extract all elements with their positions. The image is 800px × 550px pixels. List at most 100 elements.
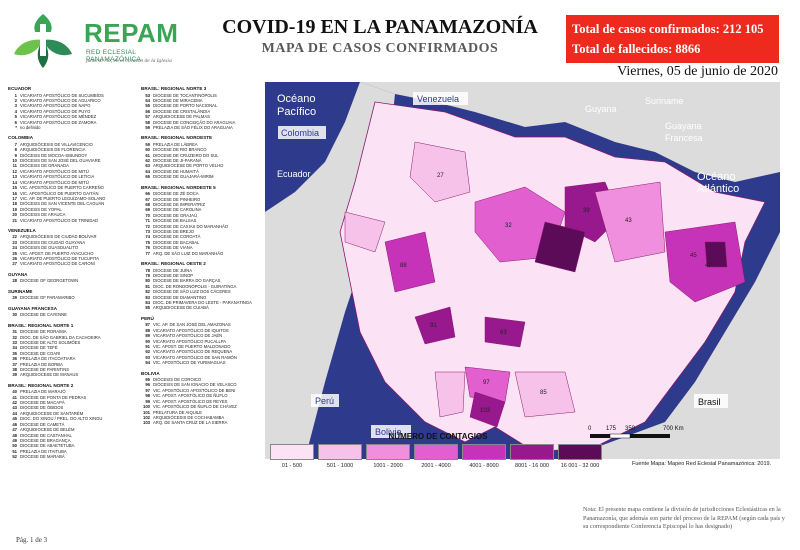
jurisdiction-item: 37 PRELAZIA DE BORBA: [8, 362, 138, 367]
jurisdiction-item: 41 DIOCESE DE PONTA DE PEDRAS: [8, 395, 138, 400]
jurisdiction-name: DIOCESE DE VIANA: [153, 245, 193, 251]
region-number: 103: [480, 408, 491, 414]
jurisdiction-name: VICARIATO APOSTÓLICO DE REQUENA: [153, 349, 233, 355]
label-bg: [311, 394, 339, 407]
jurisdiction-item: 36 PRELAZIA DE ITACOATIARA: [8, 356, 138, 361]
region-mato-grosso: [514, 371, 576, 418]
jurisdiction-name: DIÓCESIS DE SAN IGNACIO DE VELASCO: [153, 382, 237, 388]
jurisdiction-number: 12: [12, 168, 17, 174]
jurisdiction-number: 102: [143, 414, 150, 420]
jurisdiction-item: 76 DIOCESE DE VIANA: [141, 245, 271, 250]
jurisdiction-number: 9: [14, 152, 17, 158]
jurisdiction-number: 56: [145, 108, 150, 114]
repam-logo: REPAM RED ECLESIAL PANAMAZÓNICA junto al…: [8, 10, 183, 70]
repam-leaf-cross-icon: [14, 14, 72, 68]
jurisdiction-name: DIOCESE DE TOCANTINÓPOLIS: [153, 92, 217, 98]
jurisdiction-number: 3: [14, 103, 17, 109]
region-number: 85: [540, 390, 547, 396]
legend-swatch-label: 501 - 1000: [326, 463, 354, 469]
jurisdiction-name: VICARIATO APOSTÓLICO DE IQUITOS: [153, 327, 229, 333]
jurisdiction-name: DIÓCESIS DE SAN JOSÉ DEL GUAVIARE: [20, 158, 101, 164]
jurisdiction-name: DIOCESE DE COROATÁ: [153, 234, 201, 240]
jurisdiction-group-title: BRASIL: REGIONAL NORTE 1: [8, 322, 74, 328]
jurisdiction-name: DIOCESE DE BACABAL: [153, 239, 200, 245]
label-pacific-1: Océano: [277, 93, 316, 105]
jurisdiction-number: 60: [145, 147, 150, 153]
jurisdiction-number: *: [15, 124, 17, 130]
jurisdiction-name: DIOCESE DE JUÍNA: [153, 267, 193, 273]
jurisdiction-name: ARQ. DE SANTA CRUZ DE LA SIERRA: [153, 420, 228, 426]
jurisdiction-number: 65: [145, 174, 150, 180]
jurisdiction-item: 16 VIC. APOSTÓLICO DE PUERTO GAITÁN: [8, 191, 138, 196]
label-venezuela: Venezuela: [417, 94, 459, 104]
jurisdiction-name: DIOCESE DE CAMETÁ: [20, 421, 65, 427]
region-number: 45: [690, 253, 697, 259]
jurisdiction-number: 40: [12, 389, 17, 395]
jurisdiction-name: DIOCESE DE RORAIMA: [20, 329, 67, 335]
jurisdiction-name: ARQUIDIOCESE DE PORTO VELHO: [153, 163, 224, 169]
jurisdiction-item: 45 DIOC. DO XINGU / PREL. DO ALTO XINGU: [8, 416, 138, 421]
jurisdiction-name: ARQUIDIÓCESIS DE FLORENCIA: [20, 147, 86, 153]
jurisdiction-item: 55 DIOCESE DE PORTO NACIONAL: [141, 103, 271, 108]
report-date: Viernes, 05 de junio de 2020: [617, 64, 778, 79]
jurisdiction-item: 12 VICARIATO APOSTÓLICO DE MITÚ: [8, 169, 138, 174]
jurisdiction-number: 49: [12, 437, 17, 443]
jurisdiction-number: 32: [12, 334, 17, 340]
jurisdiction-item: 61 DIOCESE DE CRUZEIRO DO SUL: [141, 153, 271, 158]
jurisdiction-number: 36: [12, 356, 17, 362]
jurisdiction-number: 25: [12, 250, 17, 256]
jurisdiction-item: 71 DIOCESE DE BALSAS: [141, 218, 271, 223]
jurisdiction-name: VIC. APOSTÓLICO DE PUERTO GAITÁN: [20, 190, 99, 196]
jurisdiction-item: 101 PRELATURA DE AIQUILE: [141, 410, 271, 415]
jurisdiction-name: DIOCESE DE SINOP: [153, 272, 194, 278]
jurisdiction-name: VIC. APOSTÓLICO DE PUERTO CARREÑO: [20, 185, 104, 191]
jurisdiction-item: 91 VIC. APOST. DE PUERTO MALDONADO: [141, 344, 271, 349]
jurisdiction-name: PRELAZIA DE SÃO FÉLIX DO ARAGUAIA: [153, 124, 233, 130]
jurisdiction-number: 4: [14, 108, 17, 114]
jurisdiction-item: 28 DIOCESE OF GEORGETOWN: [8, 278, 138, 283]
jurisdiction-number: 84: [145, 300, 150, 305]
jurisdiction-item: 14 VICARIATO APOSTÓLICO DE MITÚ: [8, 180, 138, 185]
jurisdiction-name: DIOCESE DE PORTO NACIONAL: [153, 103, 218, 109]
jurisdiction-name: DIOC. DE RONDONÓPOLIS - GUIRATINGA: [153, 283, 237, 289]
jurisdiction-name: PRELAZIA DE ITACOATIARA: [20, 356, 76, 362]
jurisdiction-name: DIOCESE DE SÃO LUIZ DOS CÁCERES: [153, 289, 231, 295]
jurisdiction-number: 18: [12, 201, 17, 207]
jurisdiction-number: 7: [14, 141, 17, 147]
jurisdiction-item: 74 DIOCESE DE COROATÁ: [141, 234, 271, 239]
jurisdiction-number: 23: [12, 239, 17, 245]
label-bg: [371, 425, 411, 438]
jurisdiction-item: 99 VIC. APOST. APOSTÓLICO DE REYES: [141, 399, 271, 404]
jurisdiction-item: 84 DIOC. DE PRIMAVERA DO LESTE - PARANATI…: [141, 300, 271, 305]
jurisdiction-group-title: BRASIL: REGIONAL NORTE 2: [8, 382, 74, 388]
jurisdiction-name: DIOCESE DE IMPERATRIZ: [153, 202, 206, 207]
jurisdiction-name: DIOCESE OF PARAMARIBO: [20, 295, 75, 301]
jurisdiction-item: 21 VICARIATO APOSTÓLICO DE TRINIDAD: [8, 218, 138, 223]
jurisdiction-item: 27 VICARIATO APOSTÓLICO DE CARONÍ: [8, 261, 138, 266]
jurisdiction-item: 32 DIOC. DE SÃO GABRIEL DA CACHOEIRA: [8, 335, 138, 340]
jurisdiction-item: 96 DIÓCESIS DE SAN IGNACIO DE VELASCO: [141, 382, 271, 387]
stats-box: Total de casos confirmados: 212 105 Tota…: [566, 15, 779, 63]
jurisdiction-number: 8: [14, 147, 17, 153]
contagion-legend: NÚMERO DE CONTAGIOS 01 - 500 501 - 1000 10…: [268, 432, 608, 492]
jurisdiction-name: DIÓCESIS DE ARAUCA: [20, 212, 66, 218]
jurisdiction-number: 27: [12, 261, 17, 267]
jurisdiction-item: 25 VIC. APOST. DE PUERTO AYACUCHO: [8, 251, 138, 256]
jurisdiction-name: VICARIATO APOSTÓLICO DE LETICIA: [20, 174, 95, 180]
jurisdiction-name: DIÓCESIS DE CIUDAD GUAYANA: [20, 239, 86, 245]
jurisdiction-item: 15 VIC. APOSTÓLICO DE PUERTO CARREÑO: [8, 185, 138, 190]
legend-swatch: [270, 444, 314, 460]
jurisdiction-item: 23 DIÓCESIS DE CIUDAD GUAYANA: [8, 240, 138, 245]
jurisdiction-number: 14: [12, 179, 17, 185]
jurisdiction-item: 53 DIOCESE DE TOCANTINÓPOLIS: [141, 93, 271, 98]
region-belem-47: [704, 241, 728, 268]
label-bolivia: Bolivia: [375, 427, 402, 437]
jurisdiction-number: 5: [14, 114, 17, 120]
jurisdiction-number: 73: [145, 229, 150, 235]
jurisdiction-name: VIC. APOSTÓLICO DE ÑUFLO DE CHÁVEZ: [153, 404, 237, 410]
jurisdiction-name: PRELAZIA DE BORBA: [20, 361, 63, 367]
region-ecuador: [344, 211, 386, 253]
region-santa-cruz-103: [469, 391, 506, 428]
jurisdiction-item: 20 DIÓCESIS DE ARAUCA: [8, 212, 138, 217]
jurisdiction-group-title: BOLIVIA: [141, 370, 160, 376]
